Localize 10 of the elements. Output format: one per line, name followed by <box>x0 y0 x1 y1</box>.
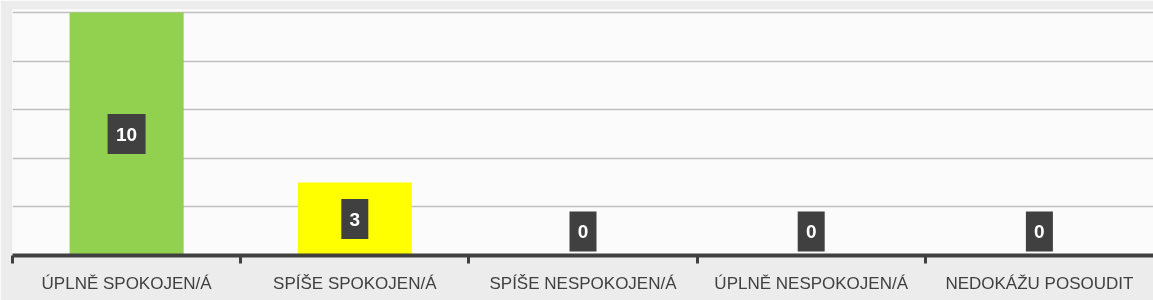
data-label: 10 <box>116 123 138 145</box>
data-label: 0 <box>577 221 589 242</box>
x-tick-label: NEDOKÁŽU POSOUDIT <box>945 273 1134 293</box>
data-label: 0 <box>1034 221 1045 242</box>
x-tick-label: ÚPLNĚ NESPOKOJEN/Á <box>714 273 909 293</box>
data-label: 3 <box>349 208 361 230</box>
x-tick-label: ÚPLNĚ SPOKOJEN/Á <box>41 273 213 293</box>
x-tick-label: SPÍŠE SPOKOJEN/Á <box>273 273 438 293</box>
x-tick-label: SPÍŠE NESPOKOJEN/Á <box>489 273 678 293</box>
data-label: 0 <box>805 221 817 242</box>
